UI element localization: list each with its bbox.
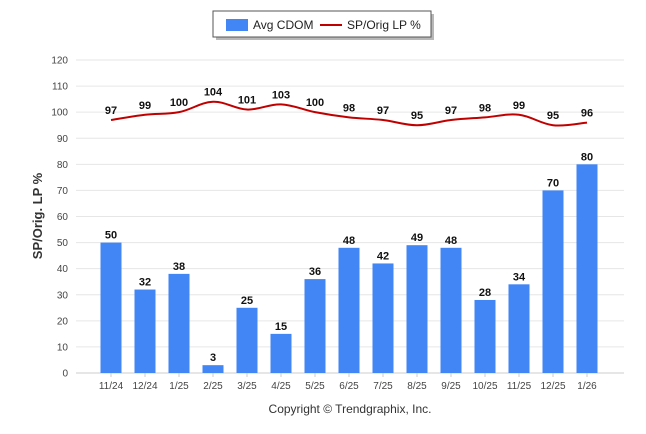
x-tick-label: 1/25 [169,381,189,392]
bar-data-label: 80 [581,151,593,163]
line-data-label: 101 [238,95,256,107]
y-tick-label: 110 [52,82,68,93]
line-data-labels: 97 99 100 104 101 103 100 98 97 95 97 98 99 95 96 [105,87,593,122]
y-tick-label: 70 [57,186,69,197]
bar-data-label: 48 [445,235,457,247]
bar [168,273,190,373]
line-data-label: 97 [377,105,389,117]
y-tick-label: 60 [57,212,69,223]
y-tick-label: 100 [51,108,68,119]
bar [338,247,360,373]
x-tick-label: 3/25 [237,381,257,392]
bar [440,247,462,373]
x-tick-label: 2/25 [203,381,223,392]
bar [134,289,156,373]
x-axis-ticks: 11/24 12/24 1/25 2/25 3/25 4/25 5/25 6/25 7/25 8/… [99,373,597,392]
line-data-label: 97 [105,105,117,117]
line-data-label: 99 [139,100,151,112]
bar-data-label: 50 [105,230,117,242]
bar-data-label: 38 [173,261,185,273]
y-tick-label: 80 [57,160,69,171]
line-data-label: 99 [513,100,525,112]
bar-data-label: 42 [377,250,389,262]
bar-data-label: 15 [275,321,287,333]
bar [576,164,598,373]
line-data-label: 95 [411,110,423,122]
x-tick-label: 8/25 [407,381,427,392]
bar-data-label: 28 [479,287,491,299]
x-tick-label: 12/24 [132,381,157,392]
legend: Avg CDOM SP/Orig LP % [212,10,434,40]
bar [542,190,564,373]
bar-data-label: 36 [309,266,321,278]
bar [304,279,326,373]
line-data-label: 96 [581,108,593,120]
line-data-label: 97 [445,105,457,117]
y-tick-label: 40 [57,264,69,275]
x-tick-label: 11/25 [507,381,532,392]
bar [270,333,292,373]
bar-data-label: 32 [139,277,151,289]
x-tick-label: 11/24 [99,381,124,392]
bar-data-labels: 50 32 38 3 25 15 36 48 42 49 48 28 34 70 80 [105,151,593,364]
x-tick-label: 5/25 [305,381,325,392]
x-tick-label: 10/25 [472,381,497,392]
bar-data-label: 49 [411,232,423,244]
y-tick-label: 0 [62,369,68,380]
line-data-label: 100 [170,97,188,109]
bar [236,307,258,373]
y-tick-label: 50 [57,238,69,249]
series-line [110,100,588,127]
copyright-credit: Copyright © Trendgraphix, Inc. [269,402,432,416]
x-tick-label: 9/25 [441,381,461,392]
bar [202,365,224,373]
bar-data-label: 48 [343,235,355,247]
y-tick-label: 10 [57,342,69,353]
bar-series [100,164,598,373]
y-axis-ticks: 0 10 20 30 40 50 60 70 80 90 100 110 120 [51,56,68,380]
line-data-label: 98 [343,102,355,114]
y-tick-label: 30 [57,290,69,301]
bar [406,245,428,373]
bar [508,284,530,373]
line-data-label: 100 [306,97,324,109]
bar [474,299,496,373]
bar [100,242,122,373]
line-data-label: 103 [272,89,290,101]
legend-label-line: SP/Orig LP % [347,18,421,32]
y-tick-label: 120 [51,56,68,67]
x-tick-label: 12/25 [540,381,565,392]
line-data-label: 104 [204,87,223,99]
x-tick-label: 1/26 [577,381,597,392]
bar-data-label: 3 [210,352,216,364]
line-series [110,100,588,127]
legend-label-bar: Avg CDOM [253,18,313,32]
bar-data-label: 34 [513,271,526,283]
line-data-label: 98 [479,102,491,114]
y-tick-label: 20 [57,316,69,327]
bar [372,263,394,373]
bar-data-label: 70 [547,177,559,189]
y-axis-label: SP/Orig. LP % [30,172,45,259]
x-tick-label: 6/25 [339,381,359,392]
x-tick-label: 4/25 [271,381,291,392]
legend-swatch-bar [226,19,248,31]
bar-data-label: 25 [241,295,253,307]
line-data-label: 95 [547,110,559,122]
x-tick-label: 7/25 [373,381,393,392]
y-tick-label: 90 [57,134,69,145]
